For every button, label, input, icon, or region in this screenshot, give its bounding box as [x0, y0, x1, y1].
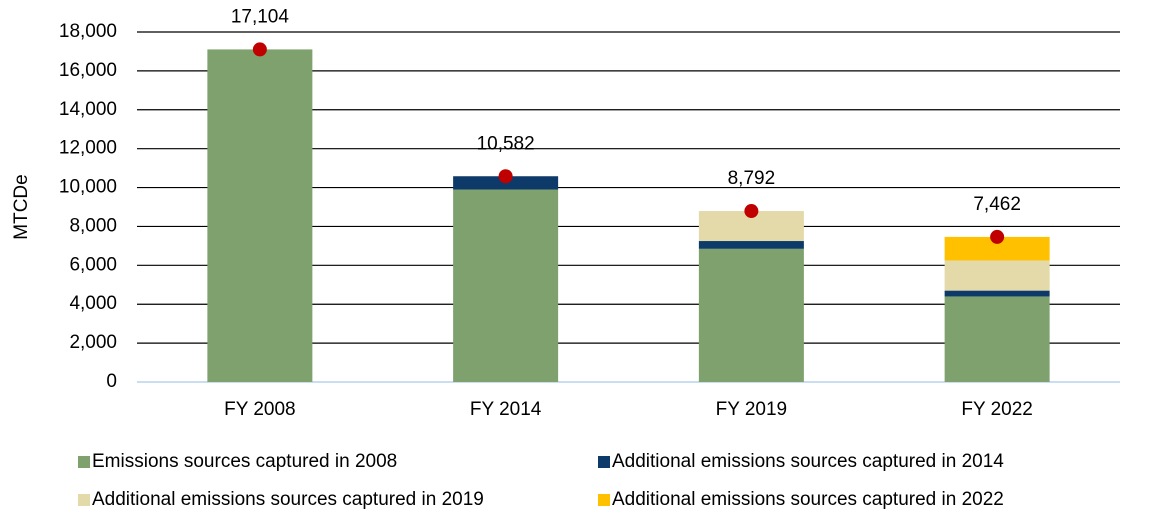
y-tick-label: 18,000	[59, 21, 117, 42]
y-tick-label: 16,000	[59, 60, 117, 81]
total-label: 17,104	[231, 6, 290, 27]
y-tick-label: 0	[106, 371, 117, 392]
total-label: 10,582	[477, 133, 535, 154]
bar-segment	[944, 296, 1050, 382]
bar-segment	[207, 49, 313, 383]
legend-label: Additional emissions sources captured in…	[92, 489, 484, 510]
x-tick-label: FY 2008	[224, 399, 295, 420]
x-tick-label: FY 2019	[716, 399, 787, 420]
y-tick-label: 12,000	[59, 138, 117, 159]
total-marker	[990, 229, 1005, 244]
bar-segment	[944, 260, 1050, 291]
legend-swatch	[598, 494, 610, 506]
legend-label: Emissions sources captured in 2008	[92, 451, 397, 472]
total-marker	[498, 169, 513, 184]
total-label: 8,792	[728, 168, 776, 189]
legend-swatch	[598, 456, 610, 468]
bar-segment	[698, 248, 804, 382]
y-tick-label: 2,000	[69, 332, 117, 353]
total-marker	[252, 42, 267, 57]
bar-segment	[944, 290, 1050, 297]
legend-label: Additional emissions sources captured in…	[612, 489, 1004, 510]
y-tick-label: 8,000	[69, 215, 117, 236]
total-marker	[744, 204, 759, 219]
bar-segment	[944, 236, 1050, 261]
y-axis-label: MTCDe	[11, 174, 32, 239]
x-tick-label: FY 2022	[961, 399, 1032, 420]
y-tick-label: 4,000	[69, 293, 117, 314]
legend-label: Additional emissions sources captured in…	[612, 451, 1004, 472]
bar-segment	[453, 189, 559, 382]
y-tick-label: 10,000	[59, 177, 117, 198]
y-tick-label: 6,000	[69, 254, 117, 275]
legend-swatch	[78, 494, 90, 506]
legend-swatch	[78, 456, 90, 468]
total-label: 7,462	[973, 194, 1021, 215]
y-tick-label: 14,000	[59, 99, 117, 120]
x-tick-label: FY 2014	[470, 399, 542, 420]
bar-segment	[698, 241, 804, 249]
